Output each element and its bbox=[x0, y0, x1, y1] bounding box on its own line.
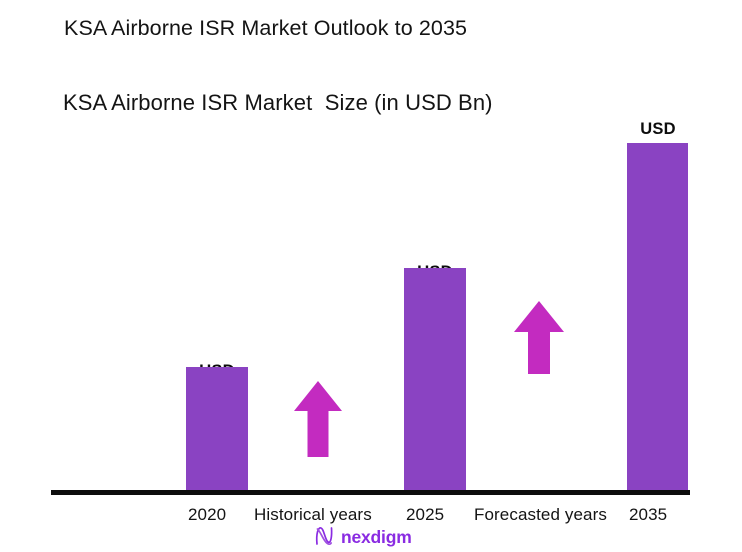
bar-2035[interactable] bbox=[627, 143, 688, 493]
chart-title: KSA Airborne ISR Market Outlook to 2035 bbox=[64, 16, 468, 40]
bar-2025[interactable] bbox=[404, 268, 466, 493]
brand-name: nexdigm bbox=[341, 527, 412, 548]
axis-label-2035: 2035 bbox=[629, 505, 668, 524]
bar-value-label-2035-line1: USD bbox=[640, 120, 676, 138]
bar-2020[interactable] bbox=[186, 367, 248, 493]
axis-label-forecasted-years: Forecasted years bbox=[474, 505, 607, 524]
axis-label-2025: 2025 bbox=[406, 505, 445, 524]
brand-logo: nexdigm bbox=[313, 524, 412, 552]
axis-label-2020: 2020 bbox=[188, 505, 227, 524]
x-axis-line bbox=[51, 490, 690, 495]
chart-subtitle: KSA Airborne ISR Market Size (in USD Bn) bbox=[63, 90, 493, 115]
up-arrow-icon-forecast bbox=[514, 301, 564, 374]
nexdigm-wave-icon bbox=[313, 524, 336, 552]
up-arrow-icon-historical bbox=[294, 381, 342, 457]
axis-label-historical-years: Historical years bbox=[254, 505, 372, 524]
